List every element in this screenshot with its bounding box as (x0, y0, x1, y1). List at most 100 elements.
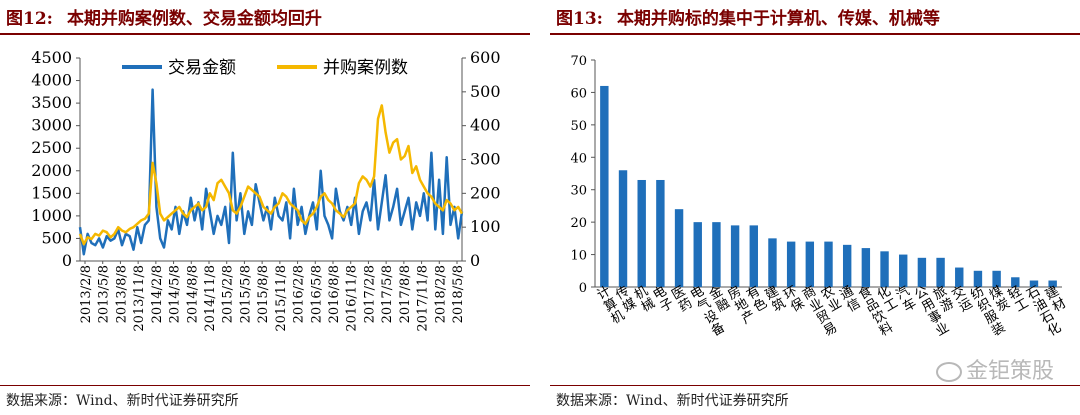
bar-医药 (674, 209, 684, 287)
x-category-char: 轻 (1006, 284, 1025, 303)
right-y-tick-label: 500 (470, 82, 501, 101)
x-category-label: 公用事业 (912, 284, 952, 340)
x-tick-label: 2016/11/8 (345, 265, 360, 332)
x-category-char: 有 (744, 284, 763, 303)
bar-交运 (955, 267, 964, 287)
figure-13-bottom-rule (550, 385, 1080, 386)
x-tick-label: 2018/2/8 (433, 265, 448, 323)
x-category-label: 轻工 (1006, 284, 1032, 316)
figure-13-source: 数据来源：Wind、新时代证券研究所 (556, 393, 789, 409)
x-category-char: 用 (919, 296, 938, 315)
bar-传媒 (618, 170, 628, 287)
bar-旅游 (936, 257, 945, 287)
legend-label: 并购案例数 (323, 58, 408, 78)
x-category-char: 品 (863, 296, 882, 315)
x-category-char: 媒 (620, 296, 639, 315)
x-category-label: 农业 (819, 284, 845, 316)
x-category-char: 运 (957, 296, 976, 315)
left-y-tick-label: 2000 (31, 161, 72, 180)
bar-农业 (824, 241, 833, 287)
x-category-char: 算 (602, 296, 621, 315)
x-tick-label: 2016/8/8 (327, 265, 342, 323)
x-tick-label: 2015/8/8 (256, 265, 271, 323)
series-line-amount (78, 88, 464, 256)
x-category-label: 纺织服装 (968, 284, 1008, 340)
figure-12-panel: 图12: 本期并购案例数、交易金额均回升 0 500 1000 1500 2000 2500… (0, 0, 530, 415)
figure-13-label: 图13: (556, 9, 603, 29)
left-y-tick-label: 1000 (31, 206, 72, 225)
x-category-char: 环 (781, 284, 800, 303)
x-category-label: 化工 (875, 284, 901, 316)
x-category-char: 通 (837, 284, 856, 303)
x-category-label: 食品饮料 (856, 283, 896, 340)
x-category-char: 电 (651, 284, 670, 303)
figure-13-top-rule (550, 33, 1080, 35)
right-y-tick-label: 300 (470, 150, 501, 169)
x-tick-label: 2014/8/8 (185, 265, 200, 323)
x-category-char: 材 (1050, 296, 1069, 315)
bar-食品饮料 (861, 248, 871, 287)
x-category-char: 油 (1031, 296, 1050, 315)
bar-通信 (842, 244, 852, 287)
x-category-char: 机 (632, 284, 651, 303)
x-tick-label: 2017/8/8 (398, 265, 413, 323)
x-category-label: 石油石化 (1024, 284, 1064, 340)
y-tick-label: 70 (570, 54, 587, 69)
figure-12-bottom-rule (0, 385, 530, 386)
x-tick-label: 2018/5/8 (451, 265, 466, 323)
x-category-char: 机 (609, 308, 628, 327)
x-category-label: 机械 (632, 284, 658, 316)
y-tick-label: 40 (570, 151, 587, 166)
x-category-label: 煤炭 (987, 284, 1013, 316)
bar-汽车 (899, 254, 908, 287)
x-category-char: 农 (819, 284, 838, 303)
x-category-char: 汽 (894, 284, 913, 303)
x-tick-label: 2014/2/8 (150, 265, 165, 323)
figure-13-title: 图13: 本期并购标的集中于计算机、传媒、机械等 (556, 4, 940, 29)
right-y-tick-label: 100 (470, 217, 501, 236)
left-y-tick-label: 1500 (31, 183, 72, 202)
y-tick-label: 60 (570, 86, 587, 101)
x-category-label: 通信 (837, 284, 863, 316)
x-category-char: 建 (763, 284, 782, 303)
x-category-char: 事 (926, 308, 945, 327)
x-category-char: 纺 (968, 284, 987, 303)
x-tick-label: 2014/5/8 (168, 265, 183, 323)
x-category-char: 医 (669, 284, 688, 303)
bar-建筑 (768, 238, 777, 287)
bar-金融 (712, 222, 721, 287)
x-category-char: 化 (875, 284, 894, 303)
x-category-char: 药 (676, 296, 695, 315)
bar-煤炭 (992, 270, 1001, 287)
x-category-char: 商 (800, 284, 819, 303)
right-y-tick-label: 200 (470, 183, 501, 202)
x-category-label: 电子 (651, 284, 677, 316)
x-category-char: 饮 (870, 308, 889, 327)
x-tick-label: 2016/5/8 (309, 265, 324, 323)
x-tick-label: 2014/11/8 (203, 265, 218, 332)
figure-13-panel: 图13: 本期并购标的集中于计算机、传媒、机械等 0 10 20 30 40 50 60 70 计… (550, 0, 1080, 415)
y-tick-label: 0 (579, 281, 587, 296)
x-category-label: 计算机 (595, 284, 628, 328)
figure-12-label: 图12: (6, 9, 53, 29)
bar-电子 (656, 179, 665, 287)
x-category-char: 业 (826, 296, 845, 315)
x-category-char: 石 (1038, 308, 1057, 327)
bar-计算机 (600, 85, 609, 287)
x-category-char: 械 (639, 296, 658, 315)
x-category-char: 业 (807, 296, 826, 315)
right-y-tick-label: 400 (470, 116, 501, 135)
x-tick-label: 2013/8/8 (114, 265, 129, 323)
x-category-label: 传媒 (613, 284, 639, 316)
x-category-char: 化 (1045, 320, 1064, 339)
x-category-char: 设 (702, 308, 721, 327)
x-category-char: 业 (933, 320, 952, 339)
x-category-char: 装 (989, 320, 1008, 339)
watermark: 金钜策股 (935, 353, 1054, 385)
x-category-label: 医药 (669, 284, 695, 316)
x-tick-label: 2015/5/8 (238, 265, 253, 323)
x-tick-label: 2013/5/8 (97, 265, 112, 323)
x-tick-label: 2017/2/8 (362, 265, 377, 323)
y-tick-label: 50 (570, 119, 587, 134)
x-category-label: 建材 (1043, 284, 1069, 316)
